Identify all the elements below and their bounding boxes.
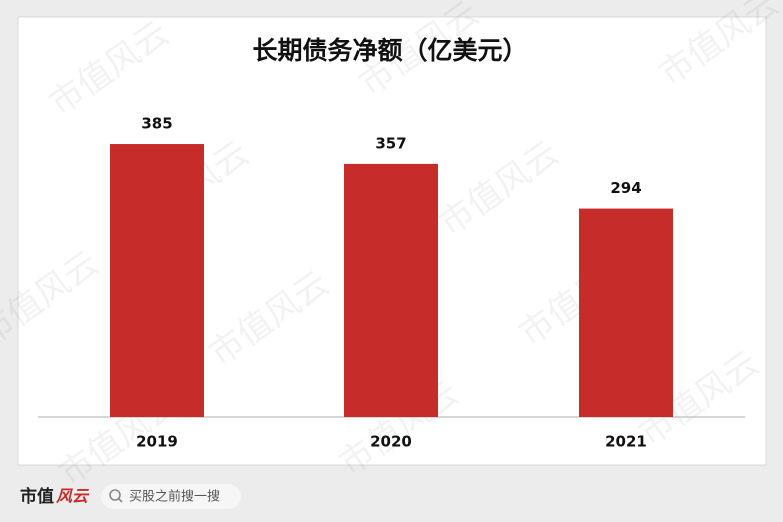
bar: [344, 163, 438, 417]
x-tick-label: 2019: [136, 433, 178, 451]
search-placeholder: 买股之前搜一搜: [129, 489, 220, 505]
logo-mark: 风云: [56, 487, 90, 506]
search-icon-handle: [117, 497, 123, 503]
logo-text: 市值: [20, 486, 54, 507]
search-icon: [109, 489, 121, 501]
plot: 385 2019 357 2020 294 2021: [110, 115, 673, 451]
bar: [110, 144, 204, 417]
chart-title: 长期债务净额（亿美元）: [252, 36, 527, 65]
x-tick-label: 2020: [370, 433, 412, 451]
x-tick-label: 2021: [605, 433, 647, 451]
data-label: 294: [610, 179, 641, 197]
data-label: 357: [375, 134, 406, 152]
bar: [579, 208, 673, 417]
data-label: 385: [141, 115, 172, 133]
search-box[interactable]: [101, 484, 241, 509]
